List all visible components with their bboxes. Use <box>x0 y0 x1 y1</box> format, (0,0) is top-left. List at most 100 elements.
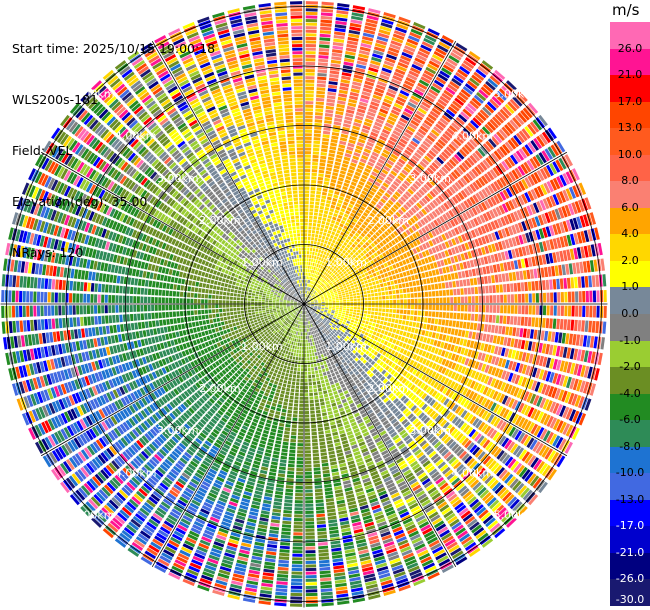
velocity-gate <box>312 319 315 323</box>
velocity-gate <box>583 350 589 363</box>
velocity-gate <box>427 486 437 495</box>
velocity-gate <box>424 505 435 513</box>
velocity-gate <box>390 323 395 328</box>
velocity-gate <box>465 426 474 436</box>
velocity-gate <box>571 202 578 215</box>
velocity-gate <box>523 161 532 173</box>
velocity-gate <box>333 315 337 319</box>
velocity-gate <box>363 291 367 295</box>
velocity-gate <box>587 350 593 363</box>
velocity-gate <box>378 279 383 284</box>
velocity-gate <box>357 304 361 307</box>
velocity-gate <box>317 534 328 539</box>
velocity-gate <box>440 259 445 267</box>
velocity-gate <box>310 258 314 263</box>
velocity-gate <box>491 366 497 376</box>
velocity-gate <box>329 323 333 326</box>
velocity-gate <box>545 253 550 264</box>
velocity-gate <box>312 158 319 162</box>
velocity-gate <box>492 285 496 293</box>
velocity-gate <box>331 320 335 323</box>
velocity-gate <box>386 281 391 286</box>
velocity-gate <box>433 276 438 283</box>
velocity-gate <box>335 267 339 271</box>
velocity-gate <box>430 424 439 432</box>
velocity-gate <box>355 286 359 290</box>
velocity-gate <box>356 373 362 379</box>
velocity-gate <box>402 331 407 337</box>
velocity-gate <box>385 91 396 98</box>
velocity-gate <box>459 65 471 75</box>
velocity-gate <box>465 125 475 134</box>
velocity-gate <box>333 409 339 414</box>
velocity-gate <box>304 375 308 379</box>
velocity-gate <box>384 122 394 129</box>
velocity-gate <box>320 258 324 262</box>
velocity-gate <box>435 333 440 340</box>
velocity-gate <box>360 471 368 477</box>
velocity-gate <box>414 274 419 280</box>
velocity-gate <box>567 305 572 317</box>
velocity-gate <box>422 73 433 81</box>
velocity-gate <box>430 453 439 461</box>
velocity-gate <box>540 412 548 424</box>
velocity-gate <box>371 450 379 457</box>
velocity-gate <box>510 305 515 314</box>
velocity-gate <box>310 280 313 284</box>
velocity-gate <box>387 485 397 493</box>
velocity-gate <box>449 381 456 389</box>
velocity-gate <box>370 289 374 293</box>
velocity-gate <box>314 119 323 123</box>
velocity-gate <box>366 314 371 318</box>
velocity-gate <box>334 24 347 29</box>
velocity-gate <box>349 352 354 357</box>
velocity-gate <box>384 256 390 262</box>
velocity-gate <box>504 227 511 237</box>
velocity-gate <box>407 565 420 573</box>
velocity-gate <box>579 380 586 393</box>
velocity-gate <box>316 413 322 417</box>
velocity-gate <box>408 227 414 234</box>
velocity-gate <box>311 165 318 169</box>
velocity-gate <box>308 258 311 262</box>
velocity-gate <box>305 279 307 283</box>
velocity-gate <box>333 244 338 249</box>
velocity-gate <box>327 88 337 93</box>
velocity-gate <box>310 273 312 277</box>
velocity-gate <box>362 373 368 379</box>
velocity-gate <box>347 344 352 349</box>
velocity-gate <box>385 244 390 250</box>
velocity-gate <box>399 348 405 354</box>
velocity-gate <box>571 305 575 317</box>
velocity-gate <box>406 365 412 372</box>
velocity-gate <box>368 250 373 256</box>
velocity-gate <box>328 77 339 82</box>
velocity-gate <box>309 316 312 320</box>
velocity-gate <box>368 300 372 304</box>
velocity-gate <box>350 335 355 340</box>
velocity-gate <box>407 293 411 298</box>
velocity-gate <box>357 307 361 310</box>
velocity-gate <box>400 487 410 494</box>
velocity-gate <box>527 473 537 485</box>
velocity-gate <box>309 247 313 252</box>
velocity-gate <box>417 163 425 171</box>
velocity-gate <box>522 270 527 280</box>
velocity-gate <box>394 474 403 482</box>
velocity-gate <box>402 231 408 238</box>
velocity-gate <box>375 332 380 337</box>
velocity-gate <box>320 310 324 313</box>
velocity-gate <box>304 236 308 240</box>
velocity-gate <box>451 183 459 192</box>
velocity-gate <box>552 402 560 415</box>
velocity-gate <box>307 279 309 284</box>
velocity-gate <box>431 161 440 170</box>
velocity-gate <box>388 290 393 295</box>
velocity-gate <box>555 251 561 263</box>
velocity-gate <box>316 223 321 228</box>
velocity-gate <box>341 228 347 233</box>
velocity-gate <box>495 392 502 402</box>
velocity-gate <box>528 305 532 315</box>
velocity-gate <box>486 427 495 437</box>
velocity-gate <box>316 362 321 367</box>
